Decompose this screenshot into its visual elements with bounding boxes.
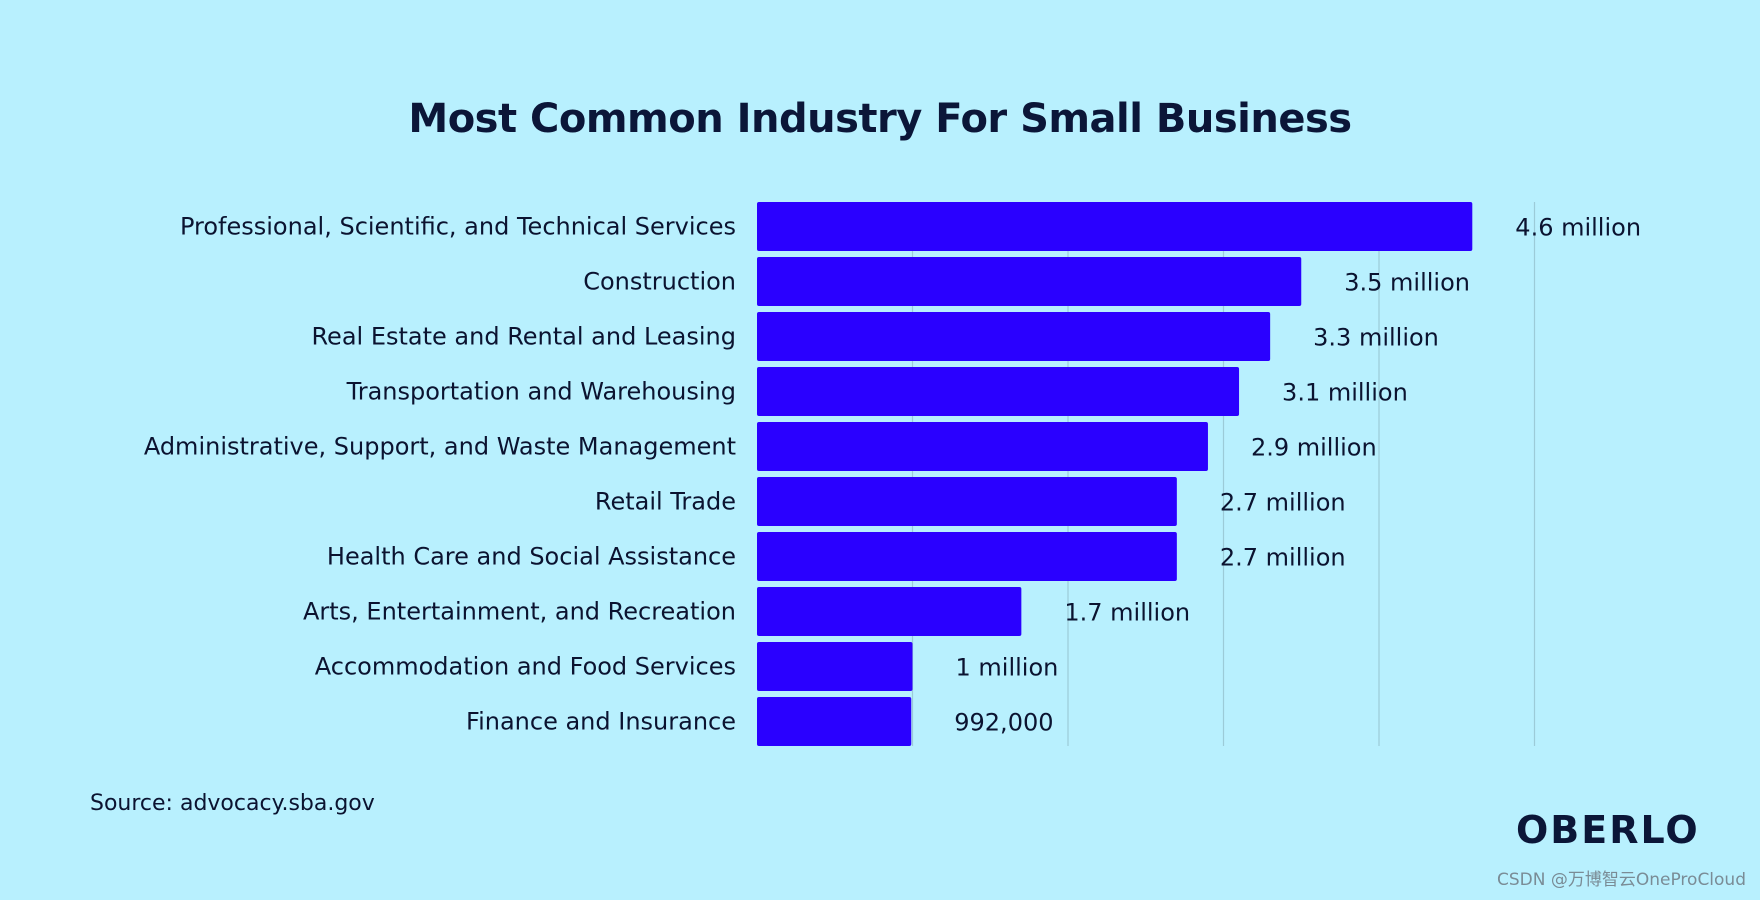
bar xyxy=(757,697,912,746)
category-label: Retail Trade xyxy=(595,488,736,516)
value-labels: 4.6 million 3.5 million 3.3 million 3.1 mil… xyxy=(954,214,1641,737)
chart-title: Most Common Industry For Small Business xyxy=(408,96,1352,142)
bar xyxy=(757,257,1302,306)
value-label: 1.7 million xyxy=(1064,599,1190,627)
category-label: Professional, Scientific, and Technical … xyxy=(180,213,736,241)
category-label: Arts, Entertainment, and Recreation xyxy=(303,598,736,626)
category-label: Construction xyxy=(583,268,736,296)
value-label: 2.9 million xyxy=(1251,434,1377,462)
bar xyxy=(757,477,1177,526)
bar xyxy=(757,532,1177,581)
bar xyxy=(757,202,1473,251)
value-label: 3.3 million xyxy=(1313,324,1439,352)
value-label: 4.6 million xyxy=(1515,214,1641,242)
category-labels: Professional, Scientific, and Technical … xyxy=(144,213,736,736)
category-label: Accommodation and Food Services xyxy=(315,653,736,681)
value-label: 3.1 million xyxy=(1282,379,1408,407)
value-label: 992,000 xyxy=(954,709,1053,737)
value-label: 3.5 million xyxy=(1344,269,1470,297)
category-label: Finance and Insurance xyxy=(466,708,736,736)
bar xyxy=(757,587,1022,636)
value-label: 2.7 million xyxy=(1220,544,1346,572)
watermark: CSDN @万博智云OneProCloud xyxy=(1496,870,1746,890)
value-label: 2.7 million xyxy=(1220,489,1346,517)
category-label: Administrative, Support, and Waste Manag… xyxy=(144,433,736,461)
category-label: Transportation and Warehousing xyxy=(346,378,736,406)
bar xyxy=(757,312,1271,361)
category-label: Health Care and Social Assistance xyxy=(327,543,736,571)
value-label: 1 million xyxy=(956,654,1059,682)
source-note: Source: advocacy.sba.gov xyxy=(90,791,375,816)
bars xyxy=(757,202,1473,746)
bar xyxy=(757,367,1240,416)
bar xyxy=(757,642,913,691)
category-label: Real Estate and Rental and Leasing xyxy=(311,323,736,351)
oberlo-logo: OBERLO xyxy=(1516,808,1700,852)
bar xyxy=(757,422,1208,471)
